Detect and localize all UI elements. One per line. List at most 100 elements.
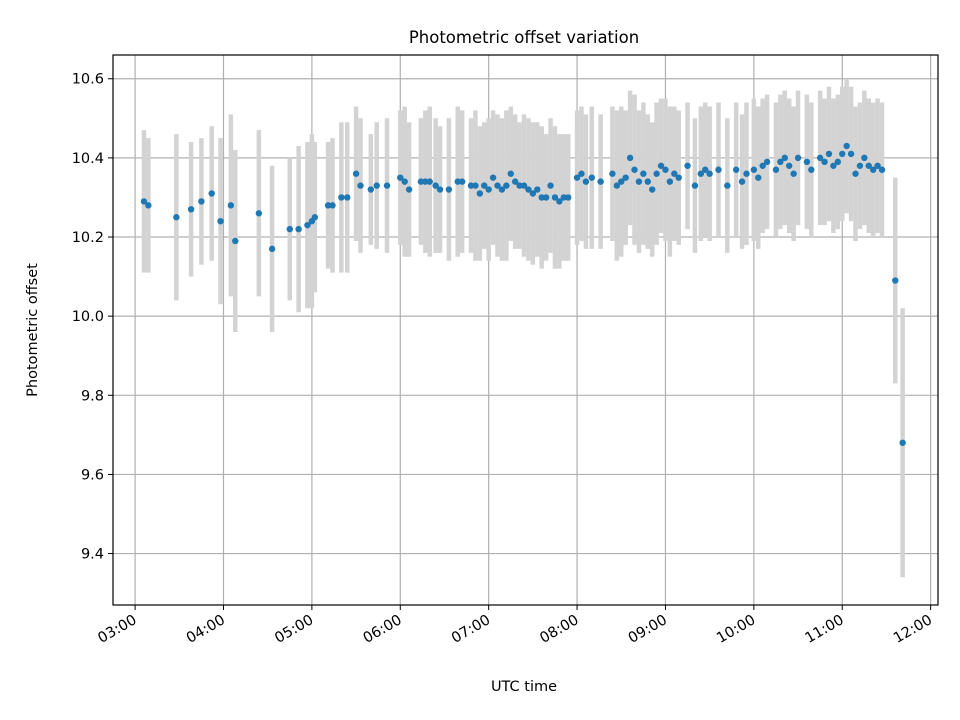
data-point: [759, 162, 766, 169]
data-point: [578, 170, 585, 177]
data-point: [397, 174, 404, 181]
data-point: [525, 186, 532, 193]
data-point: [631, 166, 638, 173]
x-axis-label: UTC time: [491, 679, 557, 695]
data-point: [217, 217, 224, 225]
data-point: [324, 202, 332, 209]
data-point: [878, 166, 886, 173]
data-point: [618, 178, 625, 185]
data-points: [140, 142, 906, 446]
data-point: [268, 245, 276, 253]
data-point: [582, 178, 590, 185]
data-point: [653, 170, 660, 177]
data-point: [666, 178, 674, 185]
data-point: [684, 162, 691, 169]
data-point: [485, 186, 492, 193]
y-tick-label: 10.6: [72, 72, 104, 88]
data-point: [724, 182, 731, 189]
data-point: [738, 178, 746, 185]
data-point: [295, 225, 302, 233]
data-point: [140, 198, 148, 205]
data-point: [472, 182, 479, 189]
data-point: [803, 158, 811, 166]
data-point: [755, 174, 762, 181]
data-point: [899, 439, 906, 446]
data-point: [338, 194, 345, 201]
data-point: [732, 166, 740, 173]
data-point: [847, 150, 855, 158]
data-point: [352, 170, 360, 177]
data-point: [852, 170, 859, 177]
y-tick-label: 10.4: [72, 151, 104, 167]
data-point: [445, 186, 453, 193]
data-point: [781, 154, 788, 162]
data-point: [538, 194, 545, 201]
data-point: [644, 178, 651, 185]
data-point: [547, 182, 554, 189]
data-point: [839, 150, 846, 158]
data-point: [286, 225, 293, 233]
data-point: [856, 162, 864, 169]
data-point: [405, 186, 413, 193]
data-point: [498, 186, 506, 193]
data-point: [821, 158, 828, 166]
y-tick-label: 9.6: [81, 467, 104, 483]
data-point: [304, 221, 311, 229]
data-point: [373, 182, 380, 189]
data-point: [383, 182, 391, 189]
plot-frame: [112, 54, 939, 606]
data-point: [329, 202, 336, 209]
data-point: [790, 170, 797, 177]
data-point: [507, 170, 514, 177]
data-point: [481, 182, 488, 189]
data-point: [794, 154, 802, 162]
data-point: [772, 166, 780, 173]
chart-title: Photometric offset variation: [409, 28, 639, 47]
data-point: [503, 182, 510, 189]
data-point: [843, 142, 850, 150]
y-axis-label: Photometric offset: [25, 263, 41, 397]
data-point: [635, 178, 643, 185]
data-point: [861, 154, 868, 162]
data-point: [534, 186, 541, 193]
data-point: [648, 186, 656, 193]
data-point: [675, 174, 682, 181]
data-point: [691, 182, 699, 189]
data-point: [344, 194, 351, 201]
data-point: [622, 174, 629, 181]
data-point: [697, 170, 705, 177]
data-point: [706, 170, 713, 177]
data-point: [232, 237, 239, 245]
data-point: [208, 190, 215, 197]
data-point: [542, 194, 550, 201]
data-point: [476, 190, 484, 197]
data-point: [489, 174, 497, 181]
data-point: [145, 202, 152, 209]
data-point: [816, 154, 824, 162]
data-point: [657, 162, 665, 169]
data-point: [173, 214, 180, 221]
data-point: [357, 182, 364, 189]
data-point: [401, 178, 408, 185]
data-point: [825, 150, 833, 158]
data-point: [597, 178, 604, 185]
data-point: [198, 198, 205, 205]
data-point: [869, 166, 877, 173]
data-point: [565, 194, 572, 201]
data-point: [187, 206, 195, 213]
data-point: [417, 178, 425, 185]
data-point: [458, 178, 466, 185]
data-point: [436, 186, 444, 193]
data-point: [311, 214, 319, 221]
data-point: [520, 182, 528, 189]
data-point: [494, 182, 501, 189]
data-point: [777, 158, 784, 166]
data-point: [640, 170, 647, 177]
data-point: [529, 190, 537, 197]
y-tick-label: 10.2: [72, 230, 104, 246]
data-point: [573, 174, 581, 181]
data-point: [786, 162, 793, 169]
data-point: [834, 158, 842, 166]
